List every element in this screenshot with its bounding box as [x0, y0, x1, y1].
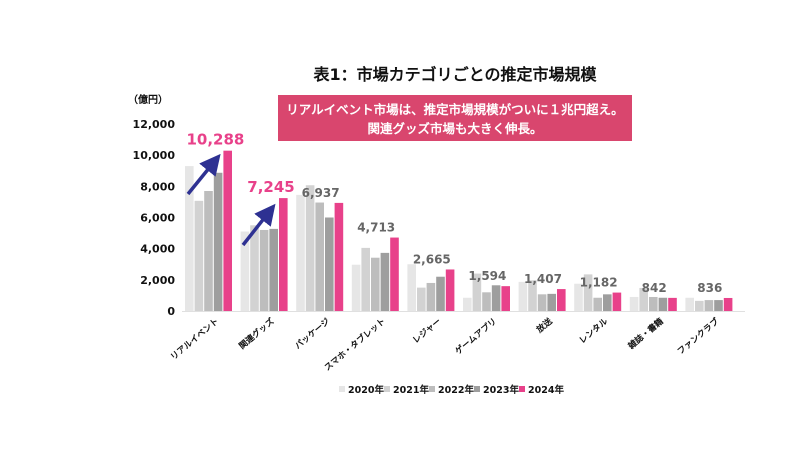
bar-2023年-ファンクラブ [714, 300, 723, 311]
legend-swatch [429, 386, 435, 392]
bar-2023年-パッケージ [325, 217, 334, 311]
bar-2024年-ゲームアプリ [501, 286, 510, 311]
bar-2021年-レジャー [417, 287, 426, 311]
legend-label: 2022年 [438, 384, 474, 396]
legend-label: 2021年 [393, 384, 429, 396]
bar-2024年-スマホ・タブレット [390, 237, 399, 311]
bar-2021年-パッケージ [305, 185, 315, 311]
x-tick-label: パッケージ [293, 316, 333, 352]
y-tick-label: 10,000 [133, 149, 176, 162]
chart-title: 表1：市場カテゴリごとの推定市場規模 [313, 65, 598, 84]
bar-2023年-レンタル [603, 294, 612, 311]
data-label: 1,182 [580, 276, 618, 290]
data-label: 842 [642, 281, 667, 295]
bar-2021年-リアルイベント [194, 200, 204, 311]
bar-2023年-スマホ・タブレット [380, 252, 390, 311]
bar-2023年-放送 [547, 293, 556, 311]
bar-2021年-レンタル [583, 274, 593, 311]
data-label: 6,937 [302, 186, 340, 200]
bar-2020年-雑誌・書籍 [629, 296, 639, 311]
x-tick-label: ファンクラブ [675, 316, 722, 358]
data-label: 7,245 [247, 178, 294, 196]
bar-2022年-ファンクラブ [704, 300, 714, 311]
data-label: 4,713 [357, 221, 395, 235]
bar-2020年-リアルイベント [185, 166, 194, 311]
growth-arrow-real-event [186, 153, 221, 196]
callout-line-2: 関連グッズ市場も大きく伸長。 [367, 121, 542, 136]
bar-2022年-パッケージ [315, 202, 324, 311]
bar-2024年-放送 [557, 289, 566, 311]
x-tick-label: 放送 [534, 316, 555, 336]
callout-box [278, 95, 632, 141]
bar-2023年-関連グッズ [269, 228, 278, 311]
y-tick-label: 12,000 [133, 118, 176, 131]
x-tick-label: リアルイベント [169, 317, 221, 363]
y-axis-unit: （億円） [128, 93, 168, 106]
legend-swatch [339, 386, 345, 392]
x-tick-label: ゲームアプリ [453, 316, 499, 357]
bar-2020年-ファンクラブ [685, 297, 694, 311]
y-tick-label: 4,000 [140, 243, 175, 256]
legend-label: 2023年 [483, 384, 519, 396]
bar-2023年-ゲームアプリ [491, 285, 501, 311]
bar-2022年-雑誌・書籍 [649, 296, 658, 311]
legend-label: 2020年 [348, 384, 384, 396]
legend-swatch [384, 386, 390, 392]
y-tick-label: 6,000 [140, 212, 175, 225]
bar-2022年-スマホ・タブレット [371, 257, 380, 311]
data-label: 1,594 [468, 269, 506, 283]
bar-2021年-ファンクラブ [695, 300, 704, 311]
y-tick-label: 2,000 [140, 274, 175, 287]
bar-2024年-リアルイベント [223, 150, 232, 311]
bar-2020年-スマホ・タブレット [351, 264, 361, 311]
bar-2021年-放送 [528, 280, 537, 311]
bar-2021年-関連グッズ [250, 225, 259, 311]
bar-2020年-パッケージ [296, 194, 305, 311]
bar-2024年-ファンクラブ [723, 297, 733, 311]
bar-2024年-レンタル [612, 292, 622, 311]
bar-2024年-レジャー [445, 269, 455, 311]
data-label: 10,288 [186, 131, 244, 149]
bar-2022年-リアルイベント [204, 191, 213, 311]
bar-2024年-パッケージ [334, 202, 344, 311]
bar-2020年-放送 [518, 281, 528, 311]
bar-2020年-関連グッズ [240, 231, 250, 311]
bar-2024年-関連グッズ [279, 198, 288, 311]
bar-2023年-雑誌・書籍 [658, 297, 668, 311]
legend-swatch [519, 386, 525, 392]
growth-arrow-goods [241, 203, 276, 247]
y-tick-label: 8,000 [140, 180, 175, 193]
x-tick-label: レジャー [411, 317, 443, 346]
callout-line-1: リアルイベント市場は、推定市場規模がついに１兆円超え。 [286, 102, 623, 117]
legend-swatch [474, 386, 480, 392]
bar-2022年-レジャー [426, 282, 436, 311]
x-tick-label: レンタル [577, 316, 610, 347]
x-tick-label: 関連グッズ [237, 316, 277, 352]
bar-2022年-レンタル [593, 297, 602, 311]
bar-2023年-レジャー [436, 276, 445, 311]
data-label: 836 [697, 281, 722, 295]
bar-2022年-関連グッズ [259, 229, 269, 311]
bar-2022年-ゲームアプリ [482, 292, 491, 311]
bar-2022年-放送 [537, 294, 547, 311]
bar-2020年-レンタル [574, 283, 583, 311]
data-label: 2,665 [413, 252, 451, 266]
bar-2021年-スマホ・タブレット [361, 247, 370, 311]
bar-2020年-ゲームアプリ [463, 297, 472, 311]
data-label: 1,407 [524, 272, 562, 286]
bar-2023年-リアルイベント [213, 172, 223, 311]
x-tick-label: 雑誌・書籍 [625, 316, 666, 353]
y-tick-label: 0 [167, 305, 175, 318]
legend-label: 2024年 [528, 384, 564, 396]
x-tick-label: スマホ・タブレット [322, 316, 387, 373]
bar-2024年-雑誌・書籍 [668, 297, 677, 311]
bar-2020年-レジャー [407, 264, 416, 311]
bar-2021年-雑誌・書籍 [639, 287, 648, 311]
bar-2021年-ゲームアプリ [472, 273, 482, 311]
